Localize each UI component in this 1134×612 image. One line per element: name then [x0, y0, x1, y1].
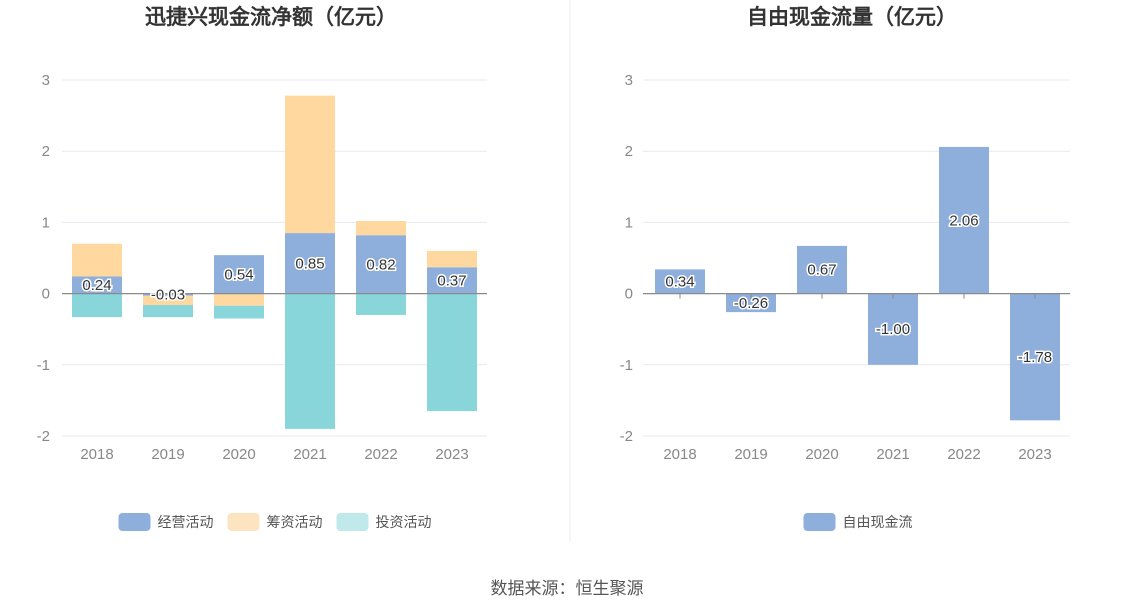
chart-title: 迅捷兴现金流净额（亿元）	[145, 5, 397, 29]
x-tick-label: 2021	[293, 446, 326, 463]
cashflow-net-chart: 迅捷兴现金流净额（亿元） 3 2 1 0 -1 -2 2018 2019 2020 2021 202…	[37, 5, 487, 531]
y-tick-label: 2	[42, 143, 50, 160]
x-tick-label: 2021	[876, 446, 909, 463]
bar	[214, 306, 264, 319]
legend-swatch	[804, 513, 836, 531]
x-tick-label: 2019	[734, 446, 767, 463]
legend-item: 投资活动	[337, 513, 432, 531]
data-source: 数据来源：恒生聚源	[0, 574, 1134, 599]
data-label: 0.54	[224, 266, 253, 283]
data-label: 0.37	[437, 272, 466, 289]
chart-title: 自由现金流量（亿元）	[747, 5, 957, 29]
x-tick-label: 2020	[222, 446, 255, 463]
legend-label: 经营活动	[158, 514, 214, 530]
data-label: 0.34	[665, 273, 694, 290]
data-label: -0.03	[151, 287, 185, 304]
free-cashflow-chart: 自由现金流量（亿元） 3 2 1 0 -1 -2 2018 2019 2020 2021 2022 2…	[620, 5, 1070, 531]
y-tick-label: 0	[42, 286, 50, 303]
data-label: 2.06	[949, 212, 978, 229]
x-tick-label: 2020	[805, 446, 838, 463]
chart-canvas: 迅捷兴现金流净额（亿元） 3210-1-22018 2019 2020 2021 202…	[0, 0, 1134, 612]
y-tick-label: 1	[625, 214, 633, 231]
data-label: 0.85	[295, 255, 324, 272]
legend-label: 自由现金流	[843, 514, 913, 530]
bar	[356, 221, 406, 235]
y-tick-label: 3	[625, 72, 633, 89]
bar	[72, 244, 122, 277]
legend-item: 自由现金流	[804, 513, 913, 531]
bar	[214, 294, 264, 306]
data-label: 0.82	[366, 256, 395, 273]
x-tick-label: 2023	[1018, 446, 1051, 463]
x-tick-label: 2022	[364, 446, 397, 463]
bar	[285, 294, 335, 429]
bar	[356, 294, 406, 315]
legend-swatch	[337, 513, 369, 531]
legend-item: 经营活动	[119, 513, 214, 531]
bar	[72, 294, 122, 317]
legend-item: 筹资活动	[228, 513, 323, 531]
x-tick-label: 2018	[663, 446, 696, 463]
y-tick-label: -2	[620, 428, 633, 445]
y-tick-label: -1	[37, 357, 50, 374]
y-tick-label: 0	[625, 286, 633, 303]
legend-label: 筹资活动	[267, 514, 323, 530]
legend-swatch	[119, 513, 151, 531]
x-tick-label: 2023	[435, 446, 468, 463]
bar	[427, 251, 477, 267]
bar	[427, 294, 477, 411]
data-label: 0.24	[82, 277, 111, 294]
bar	[285, 96, 335, 233]
bar	[143, 305, 193, 317]
data-label: 0.67	[807, 262, 836, 279]
x-tick-label: 2019	[151, 446, 184, 463]
y-tick-label: -1	[620, 357, 633, 374]
y-tick-label: 3	[42, 72, 50, 89]
x-tick-label: 2018	[80, 446, 113, 463]
y-tick-label: 1	[42, 214, 50, 231]
x-tick-label: 2022	[947, 446, 980, 463]
data-label: -0.26	[734, 295, 768, 312]
legend-label: 投资活动	[376, 514, 432, 530]
y-tick-label: 2	[625, 143, 633, 160]
legend-swatch	[228, 513, 260, 531]
data-label: -1.00	[876, 321, 910, 338]
data-label: -1.78	[1018, 349, 1052, 366]
y-tick-label: -2	[37, 428, 50, 445]
